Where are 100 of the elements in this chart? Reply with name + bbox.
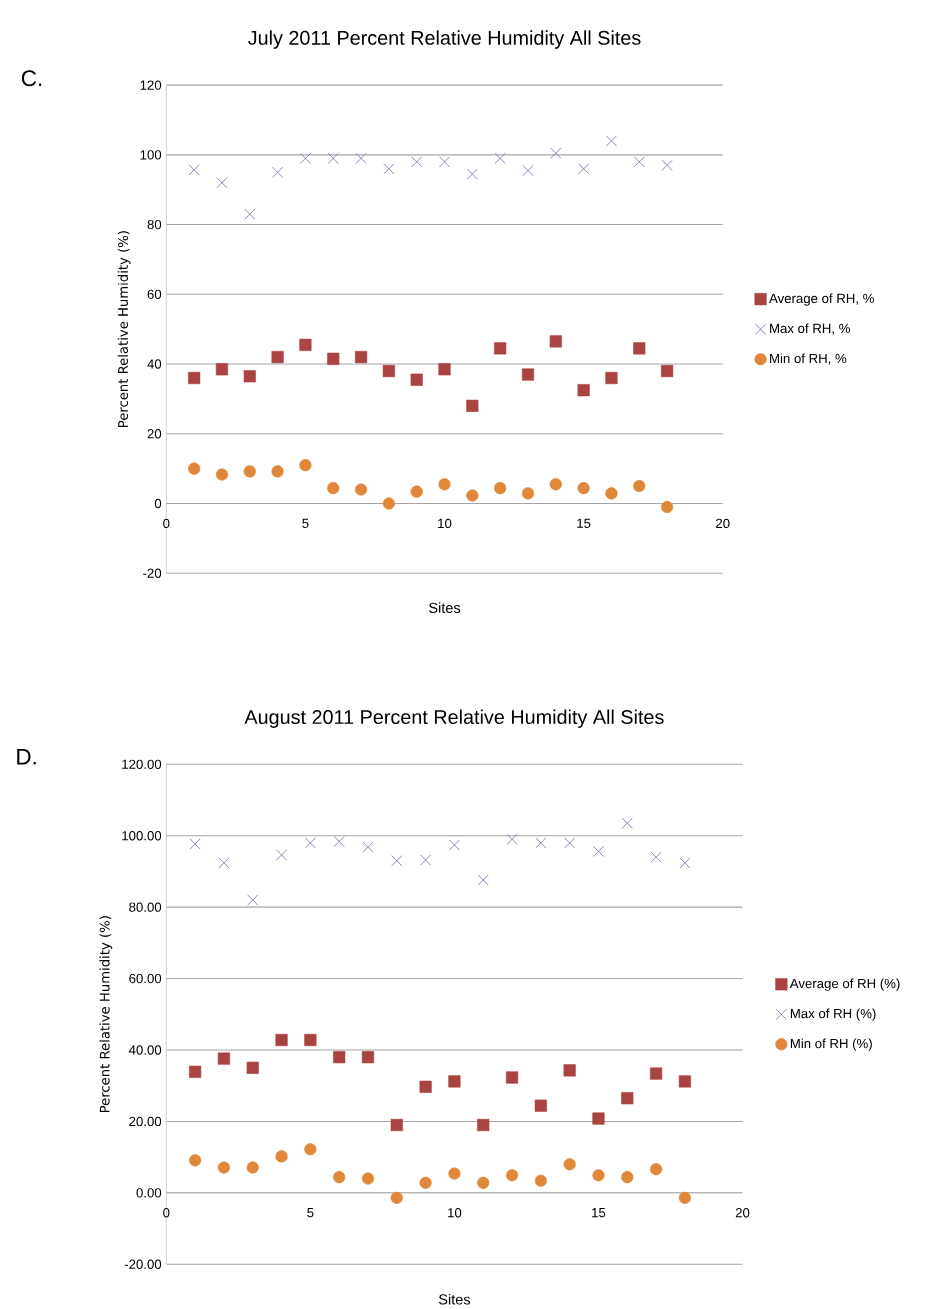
x-tick-label: 0 <box>163 1208 170 1218</box>
y-tick-label: 80.00 <box>129 902 162 912</box>
y-tick-label: 0 <box>155 498 162 509</box>
point <box>304 837 317 849</box>
point <box>189 1065 202 1078</box>
point <box>299 338 312 351</box>
point <box>362 1051 375 1064</box>
point <box>390 1118 404 1132</box>
point <box>333 1171 346 1184</box>
point <box>633 156 646 168</box>
point <box>188 371 201 385</box>
point <box>633 342 646 355</box>
point <box>391 855 403 867</box>
point <box>218 1161 231 1174</box>
legend-label: Average of RH, % <box>769 293 875 306</box>
point <box>494 152 506 164</box>
point <box>246 1161 260 1174</box>
point <box>650 1163 663 1176</box>
y-tick-label: 20.00 <box>129 1116 162 1127</box>
legend-label: Average of RH (%) <box>790 978 900 991</box>
text: C. <box>22 70 42 87</box>
point <box>522 164 534 177</box>
x-axis-title: Sites <box>429 602 461 613</box>
point <box>216 468 229 481</box>
point <box>355 483 368 496</box>
point <box>650 1067 663 1080</box>
x-tick-label: 5 <box>302 518 309 528</box>
y-tick-label: 120 <box>140 80 162 90</box>
x-tick-label: 10 <box>438 518 452 529</box>
point <box>477 1176 490 1189</box>
point <box>299 459 312 472</box>
point <box>304 1143 317 1156</box>
point <box>550 147 562 159</box>
point <box>564 837 576 849</box>
point <box>522 487 535 500</box>
legend-label: Min of RH (%) <box>791 1038 873 1051</box>
y-tick-label: -20 <box>143 568 162 578</box>
y-tick-label: 40 <box>147 359 162 369</box>
point <box>650 851 662 863</box>
point <box>661 500 674 514</box>
point <box>534 1099 548 1112</box>
point <box>216 177 228 189</box>
point <box>522 368 535 381</box>
point <box>438 363 451 376</box>
point <box>271 350 284 364</box>
point <box>593 845 605 858</box>
point <box>275 1150 288 1163</box>
point <box>549 478 563 491</box>
y-axis-title: Percent Relative Humidity (%) <box>99 916 113 1113</box>
point <box>327 482 340 495</box>
point <box>535 837 547 849</box>
point <box>466 168 479 180</box>
point <box>506 1169 519 1182</box>
point <box>679 857 691 869</box>
legend-label: Min of RH, % <box>770 353 847 365</box>
point <box>448 1075 461 1088</box>
point <box>592 1169 605 1182</box>
point <box>333 1051 346 1064</box>
point <box>304 1033 317 1047</box>
point <box>605 487 618 500</box>
chart-title: August 2011 Percent Relative Humidity All Sites <box>244 709 664 728</box>
point <box>271 465 284 478</box>
point <box>382 364 396 378</box>
y-tick-label: 100 <box>140 150 162 160</box>
point <box>420 854 432 866</box>
point <box>244 208 256 220</box>
point <box>621 1171 634 1184</box>
point <box>466 399 479 412</box>
point <box>216 363 229 376</box>
point <box>300 152 312 164</box>
point <box>633 479 646 493</box>
point <box>382 497 396 510</box>
legend-label: Max of RH, % <box>770 323 851 335</box>
point <box>246 1061 260 1074</box>
y-tick-label: 60.00 <box>129 973 162 984</box>
point <box>449 839 461 851</box>
point <box>383 163 395 175</box>
point <box>327 152 340 164</box>
point <box>362 841 374 853</box>
y-tick-label: 120.00 <box>122 759 162 769</box>
point <box>276 849 288 861</box>
point <box>606 135 618 147</box>
x-tick-label: 20 <box>716 518 730 529</box>
y-tick-label: 60 <box>147 289 162 299</box>
point <box>621 1092 634 1105</box>
point <box>578 163 590 175</box>
point <box>355 350 368 364</box>
point <box>661 364 674 378</box>
point <box>494 482 507 495</box>
point <box>605 371 618 385</box>
point <box>327 352 340 365</box>
point <box>419 1080 432 1093</box>
point <box>333 835 345 848</box>
x-axis-title: Sites <box>439 1293 471 1305</box>
legend-label: Max of RH (%) <box>791 1008 876 1021</box>
point <box>477 1118 490 1132</box>
point <box>355 152 367 164</box>
point <box>411 156 423 168</box>
point <box>563 1158 576 1171</box>
point <box>679 1191 692 1204</box>
